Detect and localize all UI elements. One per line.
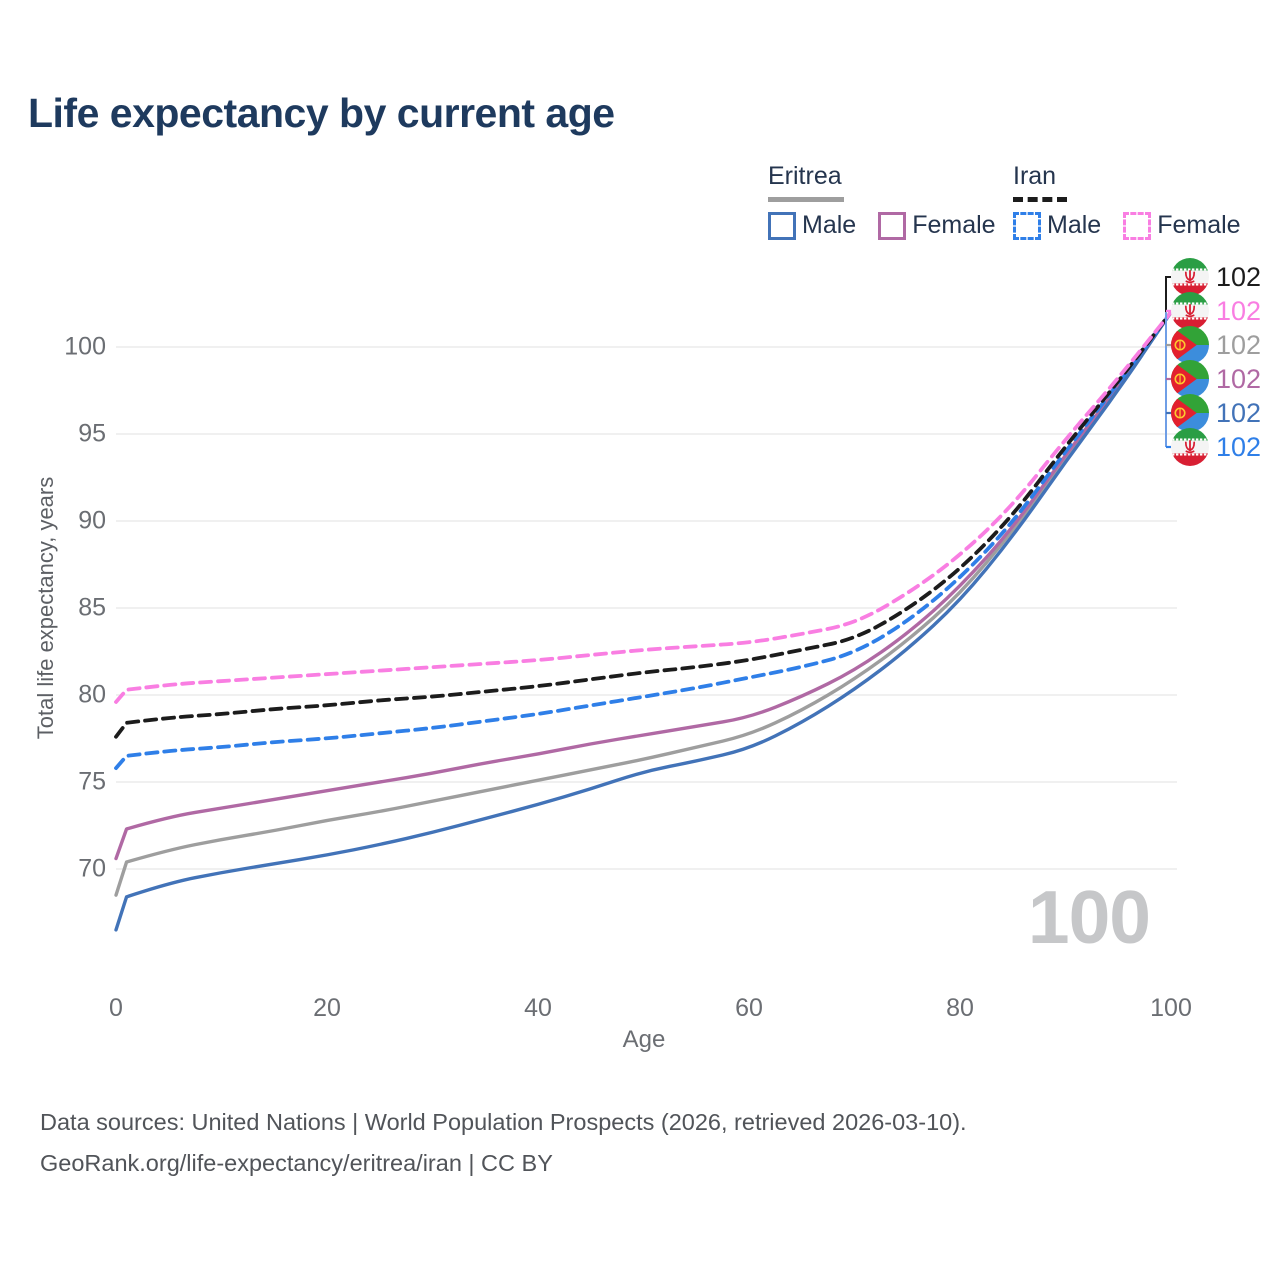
- legend-swatch-eritrea-female: [878, 211, 907, 240]
- series-line-iran-total: [114, 310, 1173, 739]
- page-title: Life expectancy by current age: [28, 90, 615, 136]
- x-tick-80: 80: [946, 994, 974, 1022]
- end-label-eritrea-male: 102: [1171, 394, 1261, 432]
- legend-item-eritrea-female[interactable]: Female: [878, 211, 996, 240]
- y-tick-80: 80: [78, 680, 106, 709]
- y-tick-85: 85: [78, 593, 106, 622]
- iran-flag-icon: [1171, 292, 1209, 330]
- end-value-eritrea-total: 102: [1216, 329, 1262, 360]
- end-label-iran-male: 102: [1171, 428, 1261, 466]
- y-tick-100: 100: [64, 332, 106, 361]
- end-value-iran-male: 102: [1216, 431, 1262, 462]
- end-label-iran-female: 102: [1171, 292, 1261, 330]
- end-label-eritrea-female: 102: [1171, 360, 1261, 398]
- x-axis-title: Age: [622, 1026, 666, 1053]
- age-counter-watermark: 100: [1027, 875, 1151, 959]
- y-tick-95: 95: [78, 419, 106, 448]
- legend-country-iran[interactable]: Iran: [1013, 162, 1057, 190]
- legend-country-eritrea[interactable]: Eritrea: [768, 162, 842, 190]
- legend-label-iran-male: Male: [1047, 211, 1102, 239]
- legend-linestyle-solid-sample: [768, 197, 844, 202]
- legend-group-eritrea: Eritrea Male Female: [768, 162, 996, 240]
- end-value-eritrea-female: 102: [1216, 363, 1262, 394]
- series-line-iran-female: [114, 310, 1173, 704]
- legend-label-eritrea-male: Male: [802, 211, 857, 239]
- leader-line-iran-total: [1165, 276, 1171, 313]
- end-label-eritrea-total: 102: [1171, 326, 1261, 364]
- series-line-eritrea-total: [114, 310, 1173, 897]
- legend-swatch-eritrea-male: [768, 211, 796, 240]
- x-tick-0: 0: [109, 994, 123, 1022]
- y-tick-75: 75: [78, 767, 106, 796]
- legend-label-iran-female: Female: [1157, 211, 1241, 239]
- iran-flag-icon: [1171, 428, 1209, 466]
- x-tick-60: 60: [735, 994, 763, 1022]
- end-value-iran-female: 102: [1216, 295, 1262, 326]
- footer-source-line: Data sources: United Nations | World Pop…: [40, 1109, 967, 1135]
- footer-url-line: GeoRank.org/life-expectancy/eritrea/iran…: [40, 1150, 553, 1176]
- legend-swatch-iran-male: [1013, 211, 1041, 240]
- x-tick-20: 20: [313, 994, 341, 1022]
- eritrea-flag-icon: [1171, 326, 1209, 364]
- footer-attribution: Data sources: United Nations | World Pop…: [40, 1102, 967, 1184]
- y-tick-90: 90: [78, 506, 106, 535]
- legend-swatch-iran-female: [1123, 211, 1152, 240]
- series-line-eritrea-male: [114, 310, 1173, 932]
- legend-item-iran-male[interactable]: Male: [1013, 211, 1101, 240]
- eritrea-flag-icon: [1171, 360, 1209, 398]
- legend-label-eritrea-female: Female: [912, 211, 996, 239]
- eritrea-flag-icon: [1171, 394, 1209, 432]
- end-value-eritrea-male: 102: [1216, 397, 1262, 428]
- end-label-iran-total: 102: [1171, 258, 1261, 296]
- iran-flag-icon: [1171, 258, 1209, 296]
- legend-item-eritrea-male[interactable]: Male: [768, 211, 856, 240]
- series-line-eritrea-female: [114, 310, 1173, 861]
- x-tick-100: 100: [1150, 994, 1192, 1022]
- legend-item-iran-female[interactable]: Female: [1123, 211, 1241, 240]
- y-tick-70: 70: [78, 854, 106, 883]
- x-tick-40: 40: [524, 994, 552, 1022]
- legend-group-iran: Iran Male Female: [1013, 162, 1241, 240]
- end-value-iran-total: 102: [1216, 261, 1262, 292]
- legend-linestyle-dashed-sample: [1013, 197, 1067, 202]
- series-line-iran-male: [114, 310, 1173, 770]
